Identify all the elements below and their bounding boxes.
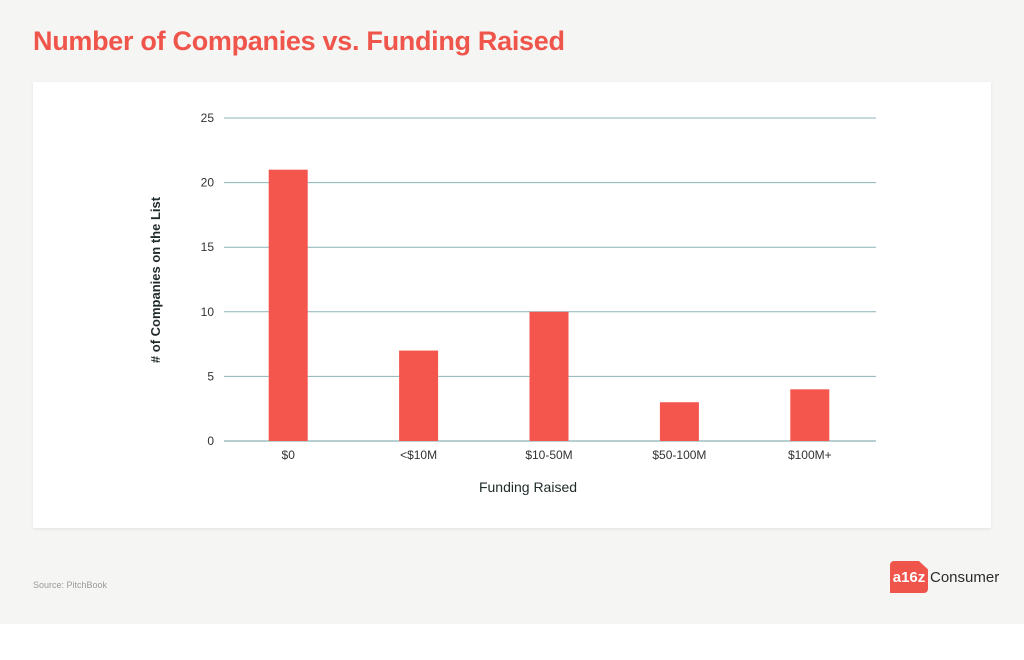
chart-card	[33, 82, 991, 528]
y-tick-label: 10	[201, 305, 215, 319]
bar	[790, 389, 830, 441]
bar	[268, 169, 308, 441]
logo-mark: a16z	[890, 561, 928, 593]
x-axis-title: Funding Raised	[479, 479, 577, 495]
logo-text: Consumer	[930, 568, 1000, 586]
y-tick-label: 20	[201, 176, 215, 190]
x-tick-label: $10-50M	[525, 448, 572, 462]
x-tick-label: <$10M	[400, 448, 437, 462]
bar	[529, 311, 569, 441]
x-tick-label: $0	[282, 448, 296, 462]
y-tick-label: 0	[207, 434, 214, 448]
brand-logo: a16z Consumer	[890, 561, 999, 593]
y-axis-title: # of Companies on the List	[148, 196, 163, 363]
bar	[659, 402, 699, 441]
x-tick-label: $100M+	[788, 448, 832, 462]
y-tick-label: 5	[207, 369, 214, 383]
chart-title: Number of Companies vs. Funding Raised	[33, 26, 565, 56]
y-tick-label: 25	[201, 111, 215, 125]
source-note: Source: PitchBook	[33, 580, 108, 590]
y-tick-label: 15	[201, 240, 215, 254]
bar	[399, 350, 439, 441]
x-tick-label: $50-100M	[652, 448, 706, 462]
